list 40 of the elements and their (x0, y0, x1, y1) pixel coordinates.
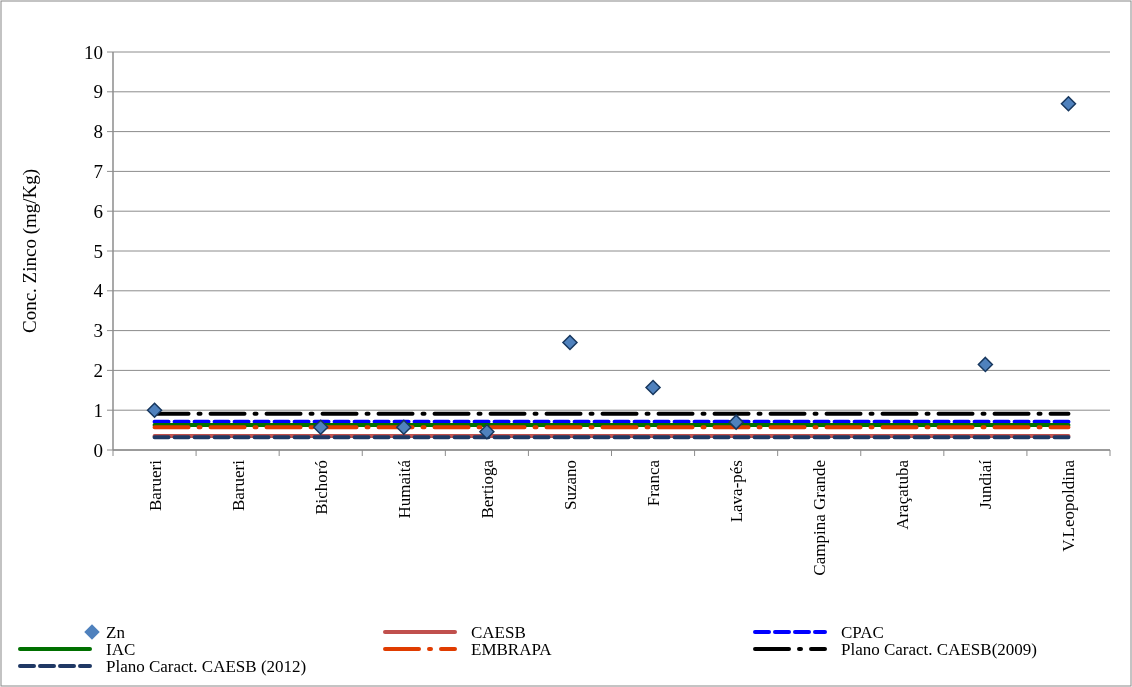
y-tick-label: 8 (93, 121, 103, 143)
x-tick-label: Lava-pés (727, 460, 747, 523)
x-tick-label: Barueri (228, 459, 248, 511)
x-tick-label: Campina Grande (810, 460, 830, 576)
legend-label: IAC (106, 639, 136, 659)
y-tick-label: 5 (93, 240, 103, 262)
x-tick-label: Suzano (560, 460, 580, 511)
point (977, 356, 994, 373)
y-tick-label: 4 (93, 280, 104, 302)
x-tick-label: Franca (644, 459, 664, 507)
y-tick-label: 0 (93, 439, 103, 461)
y-tick-label: 10 (84, 41, 103, 63)
legend-label: Zn (106, 622, 126, 642)
x-tick-label: Bertioga (477, 459, 497, 519)
x-tick-label: Araçatuba (893, 459, 913, 530)
point (645, 379, 661, 396)
x-tick-label: Jundiaí (976, 459, 996, 510)
point (728, 414, 744, 430)
point (479, 423, 495, 440)
legend-label: EMBRAPA (471, 639, 553, 659)
x-tick-label: V.Leopoldina (1059, 459, 1079, 552)
point (1060, 95, 1077, 112)
y-axis-title: Conc. Zinco (mg/Kg) (19, 168, 41, 334)
legend-label: Plano Caract. CAESB (2012) (106, 656, 307, 676)
x-tick-label: Humaitá (394, 459, 414, 519)
y-tick-label: 2 (93, 360, 103, 382)
y-tick-label: 7 (93, 161, 103, 183)
legend-label: CAESB (471, 622, 526, 642)
y-tick-label: 6 (93, 200, 103, 222)
x-tick-label: Bichoró (311, 460, 331, 515)
y-tick-label: 3 (93, 320, 103, 342)
x-tick-label: Barueri (145, 459, 165, 511)
point (396, 419, 412, 436)
y-tick-label: 9 (93, 81, 103, 103)
point (562, 334, 578, 351)
point (312, 419, 329, 436)
y-tick-label: 1 (93, 399, 103, 421)
legend-label: Plano Caract. CAESB(2009) (841, 639, 1037, 659)
point (146, 402, 163, 418)
legend-label: CPAC (841, 622, 884, 642)
